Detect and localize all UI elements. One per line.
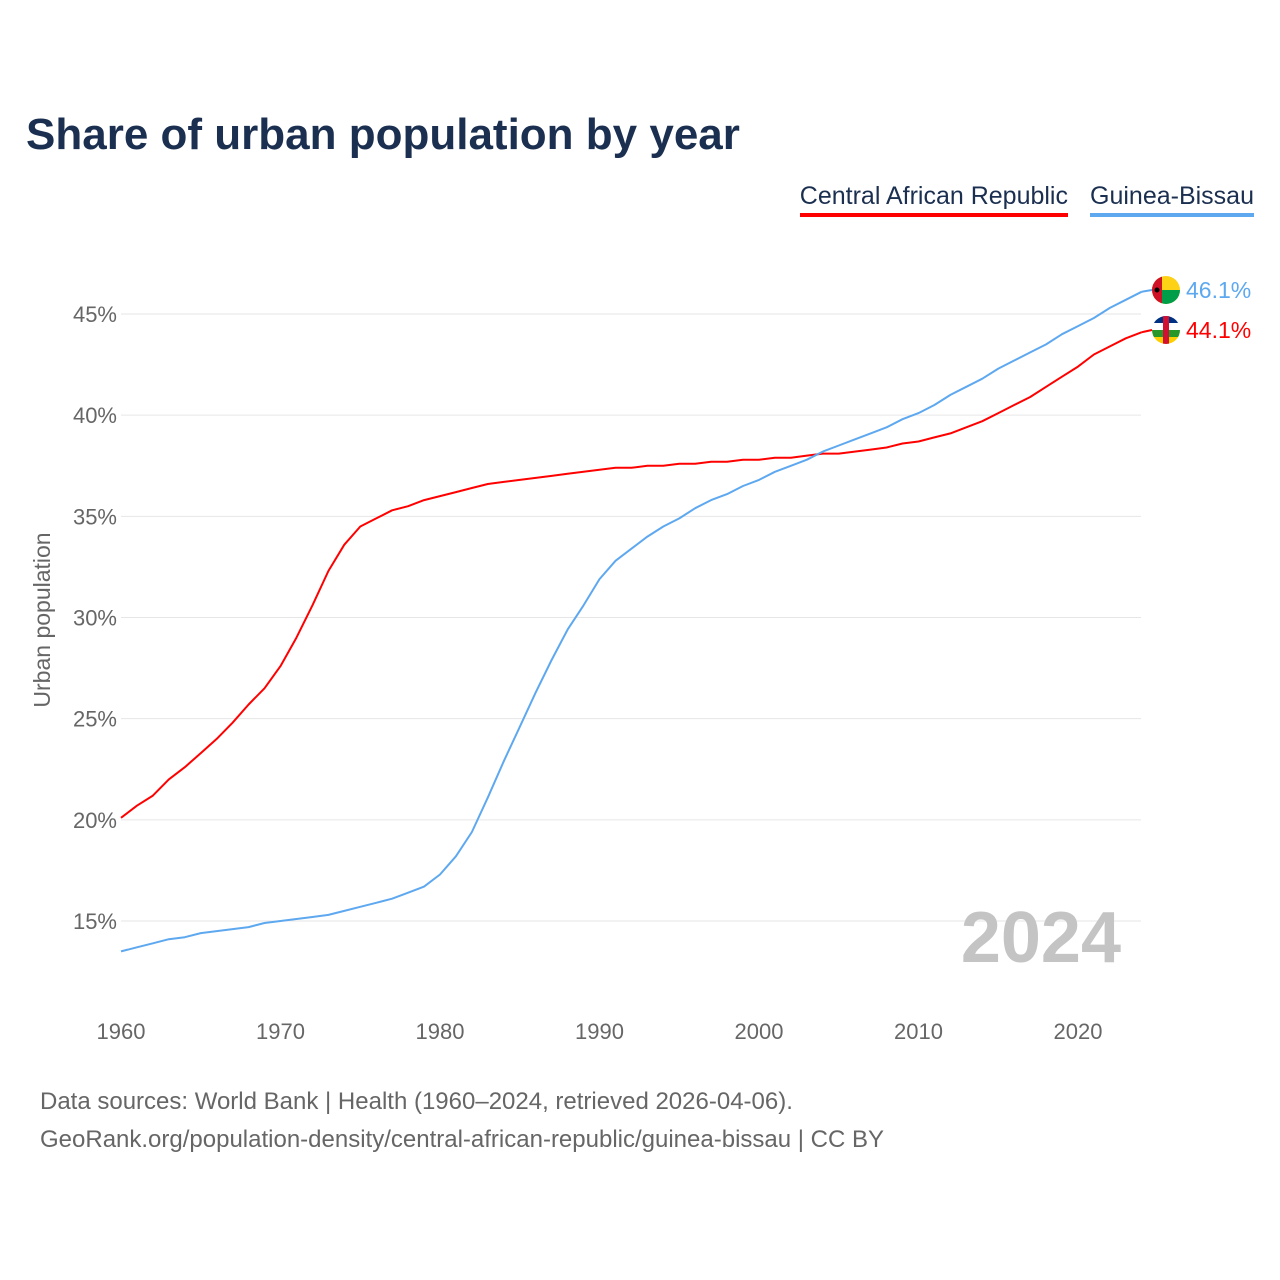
legend-item-guinea-bissau[interactable]: Guinea-Bissau [1090,182,1254,217]
year-watermark: 2024 [961,898,1121,978]
y-axis-label: Urban population [29,532,55,707]
footer-link[interactable]: GeoRank.org/population-density/central-a… [40,1126,885,1153]
y-tick-label: 30% [73,606,117,631]
x-tick-label: 1980 [416,1019,465,1044]
legend-item-central-african-republic[interactable]: Central African Republic [799,182,1068,217]
x-tick-label: 2020 [1054,1019,1103,1044]
end-connector [1141,329,1153,334]
footer-source: Data sources: World Bank | Health (1960–… [40,1088,793,1115]
series-line-central-african-republic [120,331,1143,819]
chart-title: Share of urban population by year [26,110,740,159]
guinea-bissau-flag [1152,276,1180,304]
y-tick-label: 40% [73,403,117,428]
x-tick-label: 2000 [735,1019,784,1044]
y-tick-label: 20% [73,808,117,833]
central-african-republic-flag [1152,316,1180,344]
end-connector [1141,289,1153,293]
y-tick-label: 25% [73,707,117,732]
y-tick-label: 35% [73,504,117,529]
x-tick-label: 1990 [575,1019,624,1044]
series-line-guinea-bissau [120,290,1143,953]
x-tick-label: 1960 [97,1019,146,1044]
end-value-label: 44.1% [1186,317,1251,343]
x-tick-label: 1970 [256,1019,305,1044]
y-tick-label: 15% [73,909,117,934]
y-tick-label: 45% [73,302,117,327]
x-tick-label: 2010 [894,1019,943,1044]
end-value-label: 46.1% [1186,277,1251,303]
